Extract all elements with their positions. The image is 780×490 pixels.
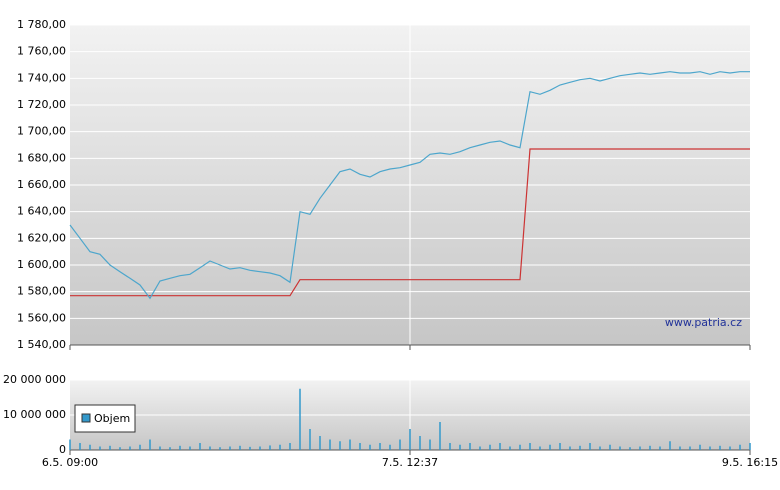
volume-bar — [459, 444, 461, 450]
y-tick-label: 20 000 000 — [3, 373, 66, 386]
volume-bar — [739, 444, 741, 450]
volume-bar — [389, 444, 391, 450]
volume-bar — [519, 444, 521, 450]
y-tick-label: 1 600,00 — [17, 258, 66, 271]
volume-bar — [129, 446, 131, 450]
volume-bar — [469, 443, 471, 450]
x-tick-label: 6.5. 09:00 — [42, 456, 98, 469]
volume-bar — [259, 446, 261, 450]
volume-bar — [529, 443, 531, 450]
volume-bar — [649, 445, 651, 450]
volume-bar — [149, 439, 151, 450]
y-tick-label: 10 000 000 — [3, 408, 66, 421]
volume-bar — [609, 444, 611, 450]
volume-bar — [339, 441, 341, 450]
volume-bar — [279, 444, 281, 450]
x-tick-label: 7.5. 12:37 — [382, 456, 438, 469]
volume-bar — [209, 446, 211, 450]
volume-bar — [629, 447, 631, 450]
volume-bar — [429, 439, 431, 450]
volume-bar — [749, 443, 751, 450]
volume-bar — [699, 444, 701, 450]
volume-bar — [479, 446, 481, 450]
volume-bar — [199, 443, 201, 450]
price-line — [69, 71, 750, 300]
volume-bar — [489, 444, 491, 450]
y-tick-label: 0 — [59, 443, 66, 456]
y-tick-label: 1 560,00 — [17, 311, 66, 324]
volume-bar — [409, 429, 411, 450]
volume-bar — [229, 446, 231, 450]
y-tick-label: 1 760,00 — [17, 45, 66, 58]
volume-bar — [289, 443, 291, 450]
y-tick-label: 1 680,00 — [17, 151, 66, 164]
volume-bar — [439, 422, 441, 450]
volume-bar — [449, 443, 451, 450]
volume-bar — [729, 446, 731, 450]
y-tick-label: 1 640,00 — [17, 205, 66, 218]
volume-bar — [169, 447, 171, 450]
volume-bar — [679, 446, 681, 450]
legend-swatch — [81, 413, 91, 423]
volume-bar — [689, 446, 691, 450]
volume-bar — [369, 444, 371, 450]
y-tick-label: 1 780,00 — [17, 18, 66, 31]
volume-bar — [619, 446, 621, 450]
volume-bar — [239, 445, 241, 450]
volume-bar — [299, 388, 301, 450]
volume-bar — [359, 443, 361, 450]
volume-bar — [669, 441, 671, 450]
volume-bar — [569, 446, 571, 450]
volume-bar — [719, 445, 721, 450]
volume-bar — [69, 439, 71, 450]
y-tick-label: 1 660,00 — [17, 178, 66, 191]
x-tick-label: 9.5. 16:15 — [722, 456, 778, 469]
watermark: www.patria.cz — [665, 316, 742, 329]
volume-bar — [159, 446, 161, 450]
volume-bar — [499, 443, 501, 450]
volume-bar — [269, 445, 271, 450]
volume-bar — [139, 444, 141, 450]
volume-bar — [329, 439, 331, 450]
volume-bar — [579, 445, 581, 450]
volume-bar — [379, 443, 381, 450]
volume-bar — [659, 446, 661, 450]
volume-bar — [559, 443, 561, 450]
volume-bar — [109, 445, 111, 450]
legend-label: Objem — [94, 412, 130, 425]
volume-bar — [309, 429, 311, 450]
volume-bar — [599, 446, 601, 450]
volume-bar — [349, 439, 351, 450]
volume-bar — [99, 446, 101, 450]
y-tick-label: 1 700,00 — [17, 125, 66, 138]
volume-bar — [319, 436, 321, 450]
y-tick-label: 1 540,00 — [17, 338, 66, 351]
volume-bar — [399, 439, 401, 450]
price-line — [70, 148, 750, 297]
y-tick-label: 1 580,00 — [17, 285, 66, 298]
volume-bar — [509, 446, 511, 450]
volume-bar — [419, 436, 421, 450]
volume-bar — [589, 443, 591, 450]
volume-bar — [89, 444, 91, 450]
y-tick-label: 1 620,00 — [17, 231, 66, 244]
volume-bar — [189, 446, 191, 450]
volume-bar — [119, 447, 121, 450]
y-tick-label: 1 740,00 — [17, 71, 66, 84]
volume-bar — [79, 443, 81, 450]
volume-bar — [249, 446, 251, 450]
volume-bar — [219, 447, 221, 450]
volume-bar — [639, 446, 641, 450]
volume-bar — [549, 444, 551, 450]
volume-bar — [539, 446, 541, 450]
volume-bar — [709, 446, 711, 450]
y-tick-label: 1 720,00 — [17, 98, 66, 111]
volume-bar — [179, 445, 181, 450]
